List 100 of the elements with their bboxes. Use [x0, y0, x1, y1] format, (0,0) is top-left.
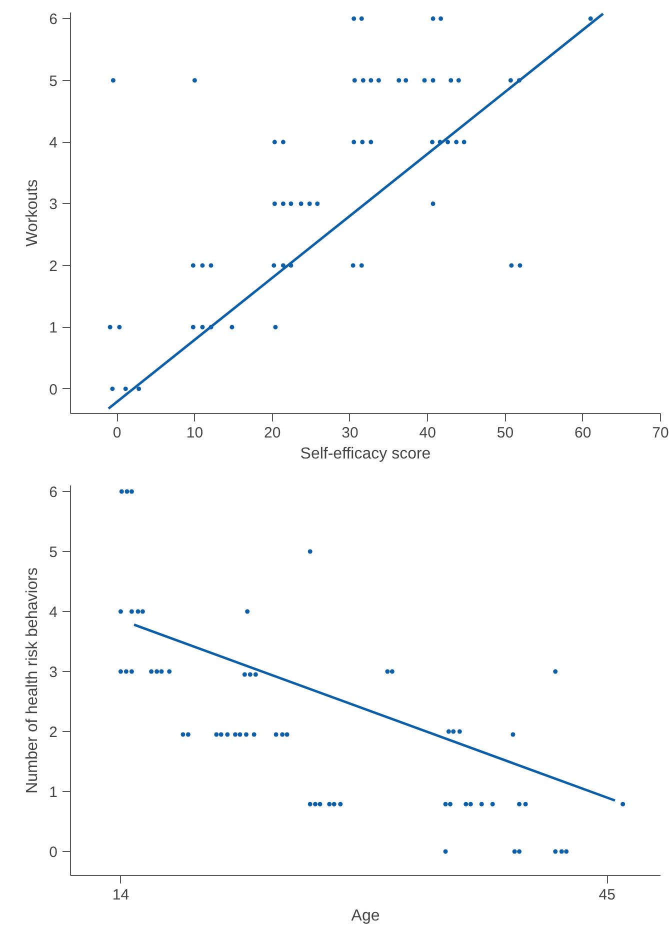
point	[523, 802, 528, 806]
point	[438, 140, 442, 144]
y-axis-title: Workouts	[24, 179, 42, 247]
point	[430, 16, 436, 21]
point	[327, 802, 332, 806]
y-tick-label: 0	[49, 381, 58, 398]
point	[200, 324, 205, 330]
point	[454, 140, 459, 144]
point	[517, 849, 522, 854]
point	[510, 732, 516, 737]
point	[288, 263, 294, 268]
point	[518, 263, 522, 268]
point	[154, 669, 160, 674]
point	[272, 263, 276, 268]
x-tick-label: 50	[496, 424, 514, 442]
point	[620, 802, 626, 806]
y-tick-label: 2	[49, 724, 58, 741]
x-tick-label: 60	[574, 424, 592, 442]
point	[512, 849, 517, 854]
point	[124, 669, 128, 674]
point	[448, 802, 452, 806]
y-tick-label: 6	[49, 484, 58, 501]
point	[136, 386, 142, 392]
point	[430, 78, 436, 83]
point	[110, 78, 116, 83]
point	[218, 732, 224, 737]
x-tick-label: 0	[112, 424, 122, 442]
point	[553, 849, 558, 854]
point	[509, 263, 514, 268]
y-tick-label: 6	[49, 11, 58, 28]
point	[308, 549, 312, 554]
point	[318, 802, 322, 806]
point	[517, 802, 522, 806]
point	[457, 729, 462, 734]
point	[129, 609, 134, 614]
point	[368, 140, 374, 144]
point	[110, 386, 115, 392]
point	[288, 202, 294, 206]
point	[352, 78, 357, 83]
point	[272, 202, 277, 206]
point	[307, 202, 312, 206]
point	[451, 729, 456, 734]
point	[272, 140, 277, 144]
x-tick-label: 40	[419, 424, 436, 442]
point	[252, 732, 256, 737]
y-tick-label: 4	[49, 604, 58, 621]
point	[315, 202, 320, 206]
point	[564, 849, 569, 854]
y-tick-label: 3	[49, 196, 58, 214]
point	[430, 140, 435, 144]
point	[368, 78, 374, 83]
x-axis-title: Self-efficacy score	[300, 446, 431, 462]
point	[464, 802, 468, 806]
point	[280, 732, 285, 737]
point	[446, 729, 451, 734]
point	[119, 489, 124, 494]
point	[448, 78, 454, 83]
point	[443, 802, 448, 806]
x-tick-label: 45	[598, 886, 616, 904]
point	[396, 78, 402, 83]
point	[273, 324, 278, 330]
y-tick-label: 5	[49, 72, 58, 90]
point	[274, 732, 278, 737]
point	[200, 263, 205, 268]
point	[159, 669, 164, 674]
point	[208, 324, 214, 330]
point	[214, 732, 219, 737]
point	[332, 802, 336, 806]
point	[456, 78, 461, 83]
y-tick-label: 4	[49, 134, 58, 152]
point	[136, 609, 140, 614]
y-axis-title: Number of health risk behaviors	[24, 568, 42, 794]
point	[359, 263, 364, 268]
x-tick-label: 10	[186, 424, 204, 442]
point	[588, 16, 593, 21]
point	[338, 802, 343, 806]
point	[508, 78, 513, 83]
point	[244, 732, 248, 737]
y-tick-label: 5	[49, 544, 58, 561]
point	[446, 140, 450, 144]
point	[430, 202, 436, 206]
point	[167, 669, 172, 674]
point	[190, 263, 196, 268]
y-tick-label: 0	[49, 844, 58, 861]
point	[376, 78, 381, 83]
point	[280, 140, 286, 144]
point	[238, 732, 242, 737]
point	[123, 386, 128, 392]
point	[248, 672, 252, 677]
point	[149, 669, 154, 674]
y-tick-label: 3	[49, 664, 58, 681]
point	[443, 849, 448, 854]
point	[280, 202, 286, 206]
point	[422, 78, 427, 83]
point	[284, 732, 290, 737]
x-tick-label: 70	[652, 424, 669, 442]
point	[553, 669, 558, 674]
point	[479, 802, 484, 806]
point	[208, 263, 214, 268]
point	[490, 802, 495, 806]
